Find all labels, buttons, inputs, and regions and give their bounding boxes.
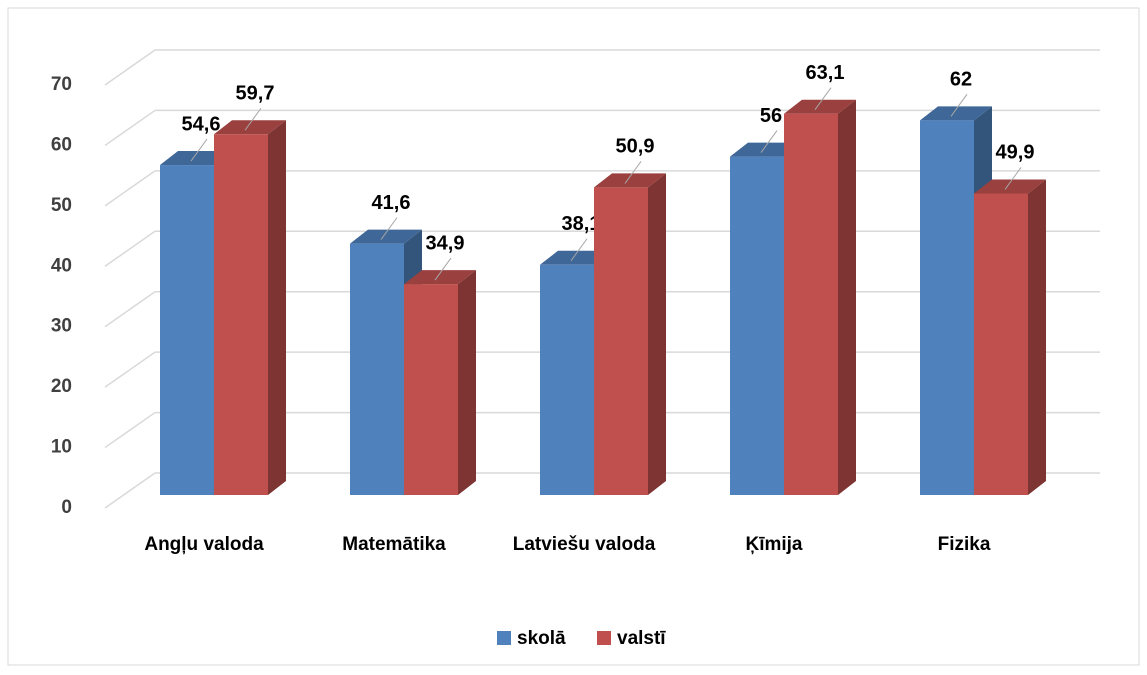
bar-top xyxy=(404,270,476,285)
bar xyxy=(594,187,648,495)
chart-border xyxy=(7,7,1140,666)
leader-line xyxy=(950,94,968,117)
legend-label: valstī xyxy=(617,628,666,649)
value-label: 49,9 xyxy=(996,142,1035,164)
legend-swatch xyxy=(597,631,611,645)
bar xyxy=(784,113,838,496)
bar xyxy=(350,243,404,495)
leader-line xyxy=(814,87,832,110)
value-label: 50,9 xyxy=(616,136,655,158)
value-label: 59,7 xyxy=(236,83,275,105)
leader-line xyxy=(1004,167,1022,190)
bar xyxy=(160,165,214,495)
grid-line-side xyxy=(104,472,156,509)
value-label: 38,1 xyxy=(562,213,601,235)
y-tick-label: 70 xyxy=(51,74,72,95)
bar xyxy=(920,120,974,495)
y-tick-label: 50 xyxy=(51,195,72,216)
y-tick-label: 10 xyxy=(51,437,72,458)
value-label: 54,6 xyxy=(182,113,221,135)
value-label: 62 xyxy=(950,69,972,91)
y-tick-label: 40 xyxy=(51,255,72,276)
bar-side xyxy=(838,99,856,496)
value-label: 63,1 xyxy=(806,62,845,84)
bar-side xyxy=(458,270,476,495)
bar xyxy=(730,156,784,495)
bar xyxy=(214,134,268,495)
leader-line xyxy=(624,161,642,184)
bar-top xyxy=(350,229,422,244)
bar-top xyxy=(784,99,856,114)
x-tick-label: Matemātika xyxy=(342,534,446,555)
bar-side xyxy=(268,120,286,496)
y-tick-label: 60 xyxy=(51,134,72,155)
x-tick-label: Ķīmija xyxy=(745,534,803,555)
bar xyxy=(974,193,1028,495)
bar-side xyxy=(648,173,666,495)
bar-top xyxy=(594,173,666,188)
leader-line xyxy=(244,107,262,131)
grid-line-side xyxy=(104,170,156,207)
x-tick-label: Fizika xyxy=(937,534,991,555)
grid-line-side xyxy=(104,49,156,86)
x-tick-label: Angļu valoda xyxy=(144,534,264,555)
bar-top xyxy=(974,179,1046,194)
grid-line-side xyxy=(104,109,156,147)
grid-line-side xyxy=(104,351,156,388)
bar-top xyxy=(214,120,286,135)
legend-label: skolā xyxy=(517,628,566,649)
leader-line xyxy=(434,257,452,281)
value-label: 34,9 xyxy=(426,232,465,254)
leader-line xyxy=(570,238,588,262)
value-label: 56 xyxy=(760,105,782,127)
bar xyxy=(540,264,594,495)
value-label: 41,6 xyxy=(372,192,411,214)
grid-line-side xyxy=(104,230,156,267)
y-tick-label: 20 xyxy=(51,376,72,397)
bar-top xyxy=(920,106,992,121)
leader-line xyxy=(760,130,778,153)
x-tick-label: Latviešu valoda xyxy=(512,534,656,555)
legend-swatch xyxy=(497,631,511,645)
y-tick-label: 30 xyxy=(51,316,72,337)
leader-line xyxy=(190,138,208,162)
leader-line xyxy=(380,217,398,240)
grid-line-side xyxy=(104,411,156,449)
bar-side xyxy=(1028,179,1046,495)
grid-line-side xyxy=(104,291,156,328)
y-tick-label: 0 xyxy=(61,497,72,518)
bar xyxy=(404,284,458,495)
